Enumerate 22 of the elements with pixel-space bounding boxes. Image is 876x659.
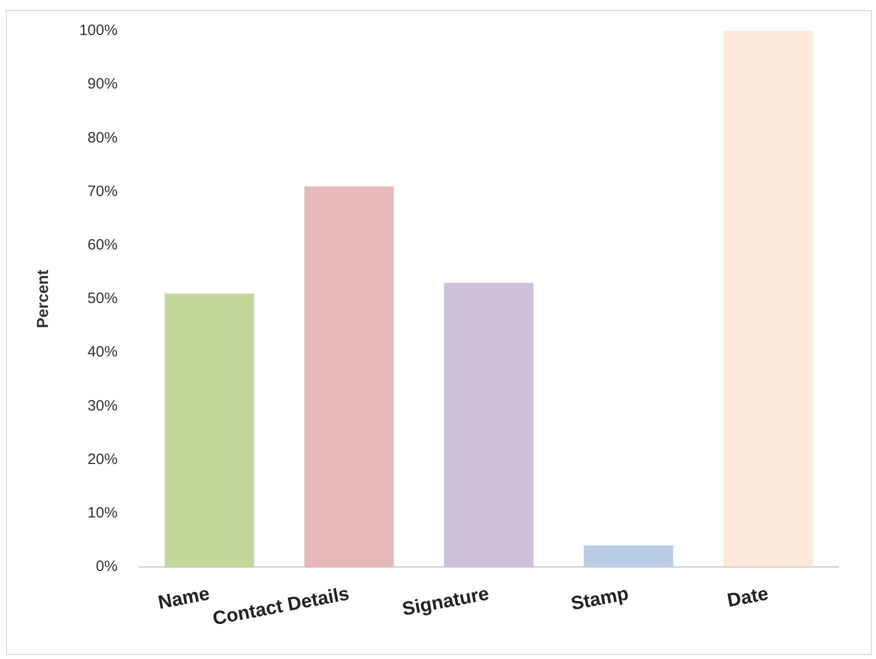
- bar: [444, 282, 534, 567]
- y-axis-title: Percent: [35, 268, 52, 328]
- y-tick-label: 30%: [88, 397, 118, 414]
- y-tick-label: 20%: [88, 450, 118, 468]
- y-tick-label: 100%: [79, 22, 118, 40]
- y-tick-label: 60%: [88, 236, 118, 254]
- bar: [304, 186, 394, 567]
- y-tick-label: 0%: [96, 558, 118, 576]
- bar: [723, 31, 813, 567]
- bar: [584, 545, 674, 567]
- x-tick-label: Name: [156, 584, 212, 614]
- y-tick-label: 90%: [88, 76, 118, 93]
- y-tick-label: 70%: [88, 182, 118, 200]
- y-tick-label: 80%: [88, 129, 118, 146]
- y-tick-label: 40%: [88, 344, 118, 361]
- y-tick-label: 50%: [88, 290, 118, 308]
- y-tick-label: 10%: [88, 504, 118, 522]
- x-tick-label: Contact Details: [211, 584, 351, 630]
- x-tick-label: Stamp: [569, 584, 630, 615]
- x-tick-label: Date: [726, 584, 770, 612]
- x-tick-label: Signature: [400, 584, 491, 620]
- bar: [164, 294, 254, 567]
